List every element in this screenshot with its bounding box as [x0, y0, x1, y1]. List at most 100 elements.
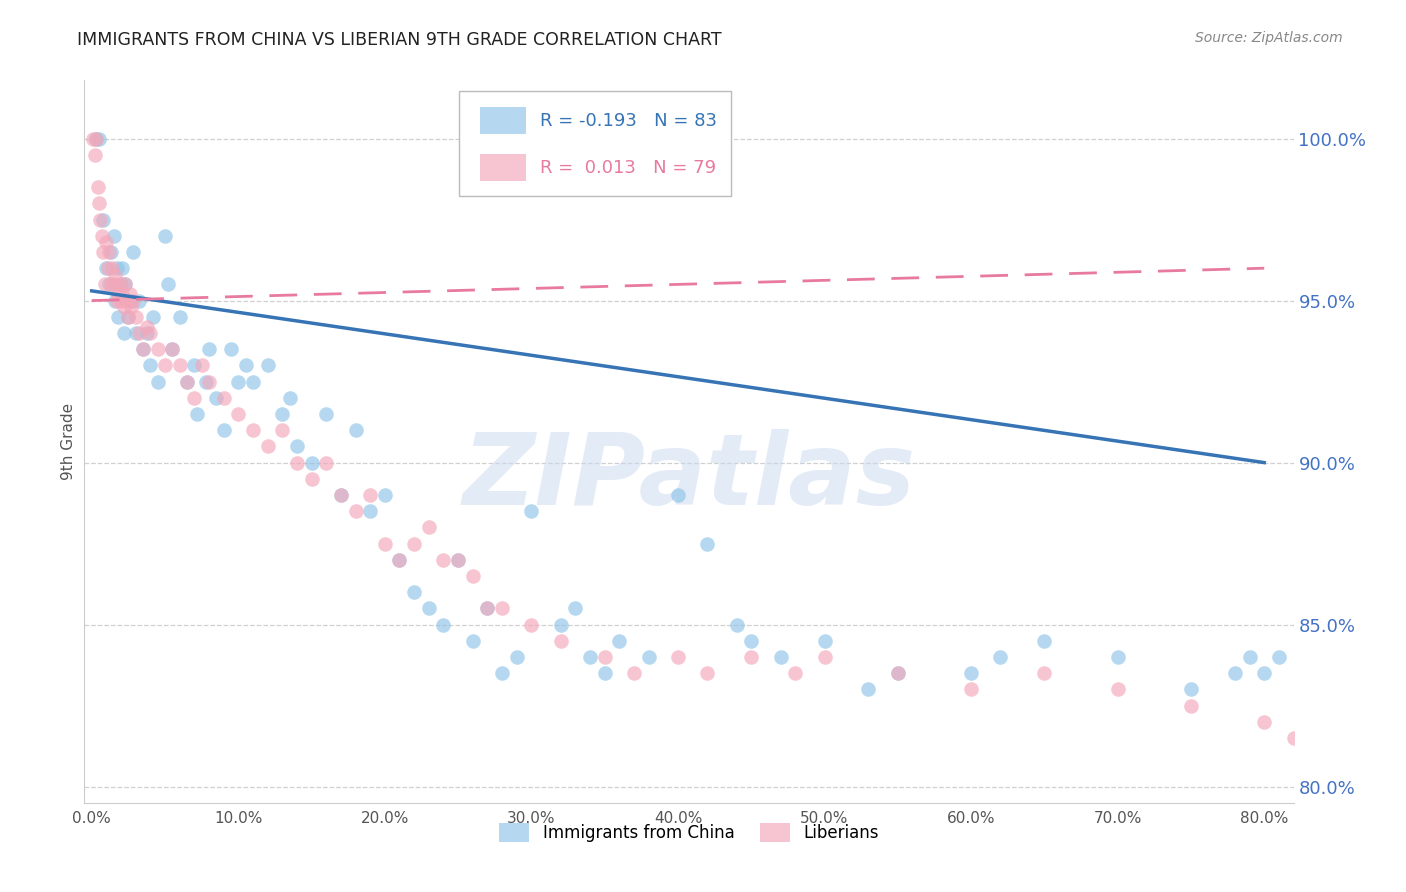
Point: [195, 375, 218, 389]
Point: [990, 650, 1012, 665]
Point: [110, 293, 132, 308]
Point: [84, 131, 107, 145]
Point: [607, 633, 630, 648]
Point: [447, 553, 470, 567]
Point: [105, 293, 128, 308]
Point: [696, 536, 718, 550]
Point: [344, 504, 367, 518]
Y-axis label: 9th Grade: 9th Grade: [60, 403, 76, 480]
Point: [110, 277, 132, 292]
Point: [1107, 650, 1129, 665]
Point: [87, 131, 110, 145]
Point: [96, 235, 118, 250]
Point: [593, 666, 616, 681]
Legend: Immigrants from China, Liberians: Immigrants from China, Liberians: [494, 816, 884, 848]
Point: [696, 666, 718, 681]
Point: [271, 423, 294, 437]
Point: [169, 359, 191, 373]
Point: [432, 617, 454, 632]
Point: [418, 601, 440, 615]
Point: [1253, 666, 1275, 681]
Point: [477, 601, 499, 615]
Point: [128, 293, 150, 308]
Point: [153, 359, 176, 373]
Point: [91, 228, 114, 243]
Point: [256, 359, 278, 373]
Point: [887, 666, 910, 681]
Point: [114, 277, 136, 292]
Point: [98, 245, 121, 260]
Point: [235, 359, 257, 373]
Point: [139, 326, 162, 340]
FancyBboxPatch shape: [460, 91, 731, 196]
Point: [82, 131, 104, 145]
Point: [271, 407, 294, 421]
Point: [105, 261, 128, 276]
Point: [226, 407, 249, 421]
Point: [1180, 698, 1202, 713]
Point: [593, 650, 616, 665]
Point: [388, 553, 411, 567]
Point: [117, 310, 139, 324]
Point: [447, 553, 470, 567]
Point: [256, 439, 278, 453]
Point: [169, 310, 191, 324]
Point: [813, 633, 835, 648]
Point: [359, 488, 381, 502]
Point: [740, 633, 762, 648]
Point: [418, 520, 440, 534]
Point: [404, 585, 426, 599]
Point: [120, 300, 142, 314]
Point: [176, 375, 198, 389]
Point: [1268, 650, 1291, 665]
Point: [1253, 714, 1275, 729]
Point: [242, 375, 264, 389]
Point: [153, 228, 176, 243]
FancyBboxPatch shape: [479, 154, 526, 181]
Point: [93, 212, 115, 227]
Point: [121, 245, 143, 260]
Point: [120, 293, 142, 308]
Point: [1223, 666, 1246, 681]
Point: [156, 277, 179, 292]
Point: [960, 682, 983, 697]
Point: [112, 300, 135, 314]
Point: [491, 601, 513, 615]
Point: [477, 601, 499, 615]
Point: [84, 131, 107, 145]
Point: [111, 261, 134, 276]
Point: [666, 488, 689, 502]
Point: [1239, 650, 1261, 665]
Text: IMMIGRANTS FROM CHINA VS LIBERIAN 9TH GRADE CORRELATION CHART: IMMIGRANTS FROM CHINA VS LIBERIAN 9TH GR…: [77, 31, 721, 49]
Point: [103, 228, 125, 243]
Point: [432, 553, 454, 567]
Text: ZIPatlas: ZIPatlas: [463, 429, 915, 526]
Point: [107, 310, 129, 324]
Point: [146, 342, 169, 356]
Point: [769, 650, 792, 665]
Point: [198, 375, 221, 389]
Point: [388, 553, 411, 567]
Point: [112, 326, 135, 340]
Point: [666, 650, 689, 665]
Point: [86, 180, 108, 194]
Point: [124, 310, 146, 324]
Point: [186, 407, 208, 421]
Point: [136, 319, 159, 334]
Point: [813, 650, 835, 665]
Point: [115, 293, 138, 308]
Point: [162, 342, 184, 356]
Point: [205, 391, 228, 405]
Point: [98, 277, 121, 292]
Point: [87, 196, 110, 211]
Point: [1033, 666, 1056, 681]
Point: [637, 650, 659, 665]
Point: [858, 682, 880, 697]
Point: [725, 617, 748, 632]
Point: [960, 666, 983, 681]
Point: [887, 666, 910, 681]
Point: [315, 456, 337, 470]
Point: [93, 245, 115, 260]
Point: [219, 342, 242, 356]
Point: [329, 488, 352, 502]
